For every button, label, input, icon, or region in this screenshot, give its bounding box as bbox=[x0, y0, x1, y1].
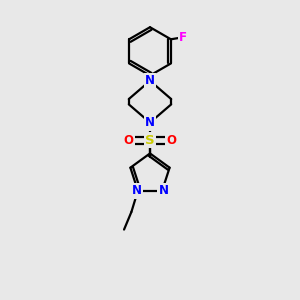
Text: O: O bbox=[167, 134, 177, 147]
Text: O: O bbox=[123, 134, 133, 147]
Text: S: S bbox=[145, 134, 155, 147]
Text: N: N bbox=[145, 74, 155, 87]
Text: N: N bbox=[145, 116, 155, 129]
Text: F: F bbox=[179, 31, 187, 44]
Text: N: N bbox=[159, 184, 169, 197]
Text: N: N bbox=[131, 184, 141, 197]
